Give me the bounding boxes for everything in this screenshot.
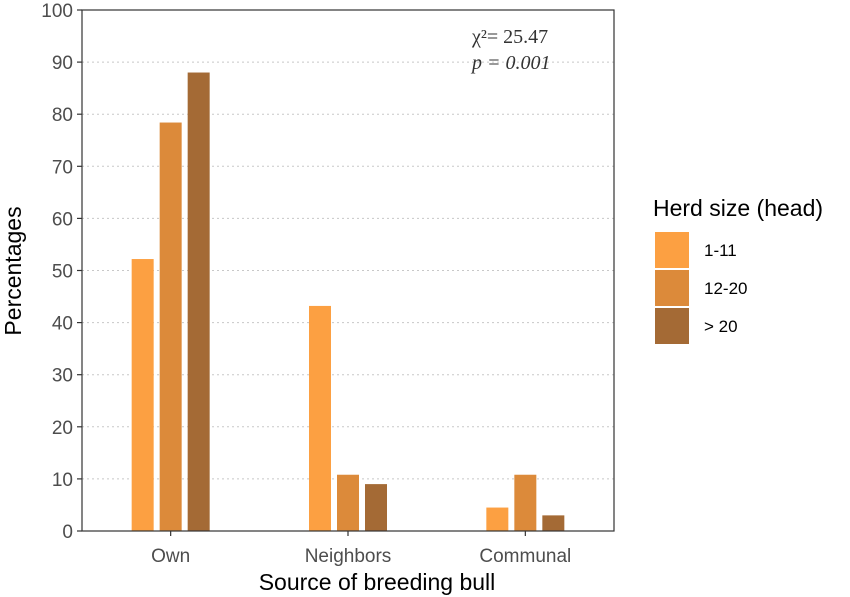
bar-neighbors-2 bbox=[337, 474, 359, 531]
y-tick-label: 20 bbox=[52, 418, 73, 439]
bar-communal-1 bbox=[486, 507, 509, 531]
x-tick-label: Neighbors bbox=[305, 546, 392, 567]
y-tick-label: 100 bbox=[41, 1, 73, 22]
y-axis: 0 10 20 30 40 50 60 70 80 90 100 bbox=[41, 1, 82, 543]
chi-square-annotation: χ²= 25.47 bbox=[471, 26, 548, 48]
y-tick-label: 10 bbox=[52, 470, 73, 491]
p-value-annotation: p = 0.001 bbox=[470, 52, 551, 74]
x-axis-title: Source of breeding bull bbox=[259, 569, 496, 595]
legend-title: Herd size (head) bbox=[653, 195, 823, 221]
y-tick-label: 70 bbox=[52, 157, 73, 178]
legend-label: 12-20 bbox=[704, 279, 747, 298]
y-tick-label: 60 bbox=[52, 209, 73, 230]
y-axis-title: Percentages bbox=[0, 206, 26, 335]
x-axis: Own Neighbors Communal bbox=[151, 531, 571, 567]
x-tick-label: Own bbox=[151, 546, 190, 567]
y-tick-label: 80 bbox=[52, 105, 73, 126]
legend-key-1 bbox=[655, 232, 689, 268]
bar-neighbors-3 bbox=[365, 484, 387, 531]
bars bbox=[131, 72, 565, 532]
y-tick-label: 0 bbox=[62, 522, 73, 543]
legend-label: 1-11 bbox=[704, 241, 737, 260]
bar-communal-3 bbox=[542, 515, 565, 531]
bar-own-3 bbox=[187, 72, 210, 532]
legend-label: > 20 bbox=[704, 317, 738, 336]
bar-neighbors-1 bbox=[309, 305, 331, 531]
bar-own-1 bbox=[131, 259, 154, 531]
y-tick-label: 90 bbox=[52, 53, 73, 74]
legend: Herd size (head) 1-11 12-20 > 20 bbox=[653, 195, 823, 344]
y-tick-label: 30 bbox=[52, 366, 73, 387]
y-tick-label: 40 bbox=[52, 314, 73, 335]
bar-own-2 bbox=[159, 122, 182, 531]
x-tick-label: Communal bbox=[479, 546, 571, 567]
bar-communal-2 bbox=[514, 474, 537, 531]
legend-key-2 bbox=[655, 270, 689, 306]
legend-key-3 bbox=[655, 308, 689, 344]
y-tick-label: 50 bbox=[52, 262, 73, 283]
